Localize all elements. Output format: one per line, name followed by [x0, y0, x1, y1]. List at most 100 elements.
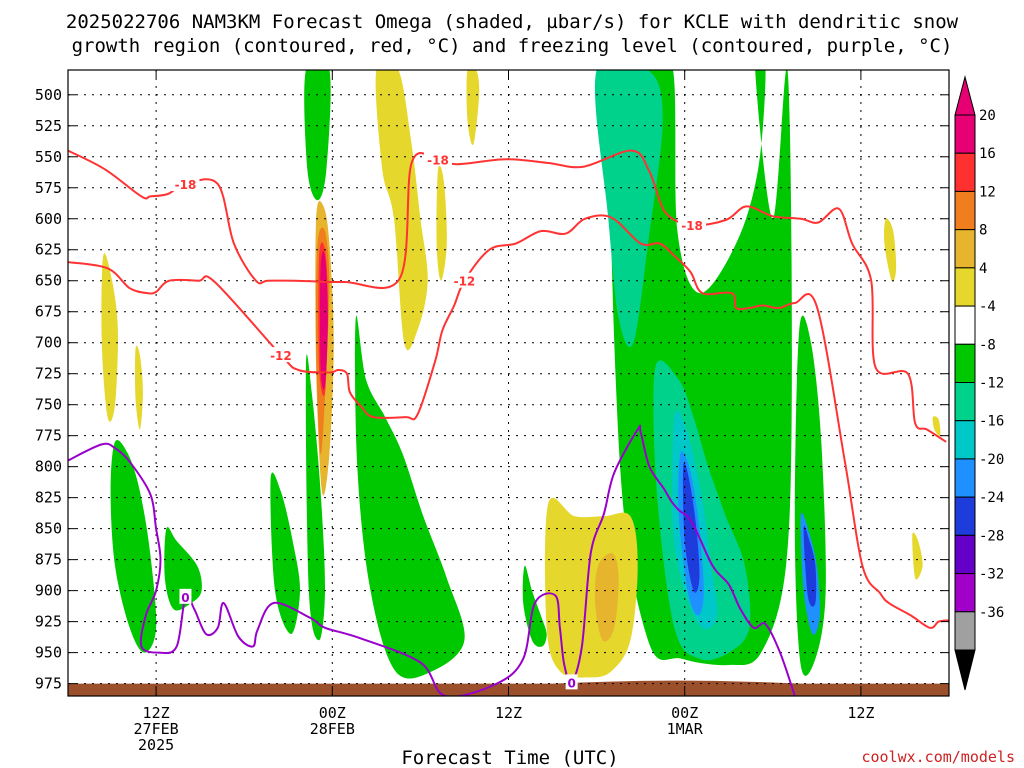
- freezing-contour-0-line: [68, 424, 796, 696]
- colorbar-label: 16: [979, 146, 996, 162]
- x-tick-label: 00Z: [319, 704, 346, 722]
- omega-region-green-1: [110, 440, 157, 653]
- y-tick-label: 950: [35, 644, 62, 662]
- y-axis: 500 525 550 575 600 625 650 675 700 725 750 775 800 8…: [35, 86, 949, 693]
- y-tick-label: 825: [35, 489, 62, 507]
- dgz-contour-m12-label: -12: [270, 349, 292, 363]
- colorbar-swatch: [954, 420, 976, 460]
- x-axis-title: Forecast Time (UTC): [401, 747, 618, 768]
- omega-region-green-2: [164, 527, 202, 611]
- colorbar-swatch: [954, 190, 976, 231]
- colorbar-label: -8: [979, 337, 996, 353]
- colorbar-label: -16: [979, 414, 1004, 430]
- dgz-contour-m18-label-bg: [424, 151, 453, 167]
- colorbar-label: 12: [979, 184, 996, 200]
- dgz-contour-m18-line: [68, 149, 947, 443]
- omega-region-green-4: [305, 354, 326, 641]
- colorbar-swatch: [954, 229, 976, 269]
- colorbar: 20 16 12 8 4 -4 -8 -12 -16 -20 -24 -28 -32 -36: [954, 75, 1004, 691]
- colorbar-swatch: [954, 496, 976, 536]
- y-tick-label: 975: [35, 675, 62, 693]
- omega-region-green-7: [609, 70, 792, 666]
- y-tick-label: 500: [35, 86, 62, 104]
- colorbar-swatch: [954, 382, 976, 422]
- freezing-contour-0-label: 0: [181, 591, 189, 605]
- colorbar-swatch: [954, 458, 976, 498]
- y-tick-label: 925: [35, 613, 62, 631]
- credit-link[interactable]: coolwx.com/models: [861, 748, 1015, 766]
- dgz-contour-m18-label: -18: [175, 178, 197, 192]
- omega-region-magenta-1: [320, 251, 328, 390]
- colorbar-label: -24: [979, 490, 1004, 506]
- dgz-contour-m12-label: -12: [454, 275, 476, 289]
- colorbar-label: -20: [979, 452, 1004, 468]
- x-tick-label: 2025: [138, 736, 174, 754]
- y-tick-label: 525: [35, 117, 62, 135]
- x-tick-label: 12Z: [847, 704, 874, 722]
- x-tick-label: 27FEB: [134, 720, 179, 738]
- omega-region-yellow-8: [912, 532, 923, 580]
- x-tick-label: 00Z: [671, 704, 698, 722]
- y-tick-label: 600: [35, 210, 62, 228]
- colorbar-label: -36: [979, 605, 1004, 621]
- freezing-contour-0-label: 0: [567, 676, 575, 690]
- y-tick-label: 675: [35, 303, 62, 321]
- omega-region-orange-1: [594, 553, 619, 642]
- contour-label-layer: -18 -18 -18 -12 -12 0 0: [171, 151, 707, 690]
- y-tick-label: 850: [35, 520, 62, 538]
- omega-region-green-top: [304, 70, 331, 201]
- dgz-contour-m12-label-bg: [450, 272, 479, 288]
- omega-region-yellow-9: [932, 416, 941, 437]
- y-tick-label: 800: [35, 458, 62, 476]
- freezing-contour-0-label-bg: [179, 588, 192, 604]
- dgz-contour-m18-label: -18: [681, 219, 703, 233]
- colorbar-label: -32: [979, 567, 1004, 583]
- omega-region-yellow-3: [375, 70, 428, 351]
- x-tick-label: 1MAR: [667, 720, 704, 738]
- dgz-contour-m18-label-bg: [678, 216, 707, 232]
- omega-region-yellow-6: [544, 497, 638, 678]
- y-tick-label: 775: [35, 427, 62, 445]
- x-tick-label: 12Z: [143, 704, 170, 722]
- dgz-contour-m18-label-bg: [171, 176, 200, 192]
- freezing-contour-0-label-bg: [565, 674, 578, 690]
- colorbar-top-arrow: [954, 75, 976, 116]
- colorbar-label: 20: [979, 108, 996, 124]
- y-tick-label: 750: [35, 396, 62, 414]
- colorbar-swatch: [954, 343, 976, 383]
- y-tick-label: 725: [35, 365, 62, 383]
- colorbar-swatch: [954, 611, 976, 651]
- chart-title-line-1: 2025022706 NAM3KM Forecast Omega (shaded…: [66, 11, 959, 33]
- dgz-contour-m18-label: -18: [427, 153, 449, 167]
- omega-region-green-6: [522, 565, 547, 647]
- y-tick-label: 650: [35, 272, 62, 290]
- omega-region-teal-1: [594, 70, 663, 347]
- omega-region-yellow-1: [101, 253, 118, 422]
- colorbar-label: 4: [979, 261, 987, 277]
- colorbar-label: 8: [979, 223, 987, 239]
- y-tick-label: 900: [35, 582, 62, 600]
- y-tick-label: 700: [35, 334, 62, 352]
- colorbar-swatch: [954, 152, 976, 192]
- colorbar-swatch: [954, 534, 976, 575]
- colorbar-label: -12: [979, 376, 1004, 392]
- colorbar-bottom-arrow: [954, 649, 976, 691]
- omega-region-green-3: [270, 472, 301, 634]
- omega-shading-layer: [101, 70, 941, 679]
- colorbar-swatch: [954, 114, 976, 154]
- omega-region-yellow-7: [883, 218, 897, 282]
- colorbar-label: -28: [979, 528, 1004, 544]
- chart-title-line-2: growth region (contoured, red, °C) and f…: [72, 35, 953, 57]
- colorbar-swatch: [954, 305, 976, 345]
- omega-region-green-5: [354, 315, 465, 679]
- omega-region-yellow-2: [134, 345, 143, 430]
- x-tick-label: 28FEB: [310, 720, 355, 738]
- y-tick-label: 625: [35, 241, 62, 259]
- x-tick-label: 12Z: [495, 704, 522, 722]
- dgz-contour-m12-label-bg: [266, 347, 295, 363]
- omega-region-darkblue-2: [803, 525, 817, 607]
- y-tick-label: 550: [35, 148, 62, 166]
- colorbar-swatch: [954, 573, 976, 613]
